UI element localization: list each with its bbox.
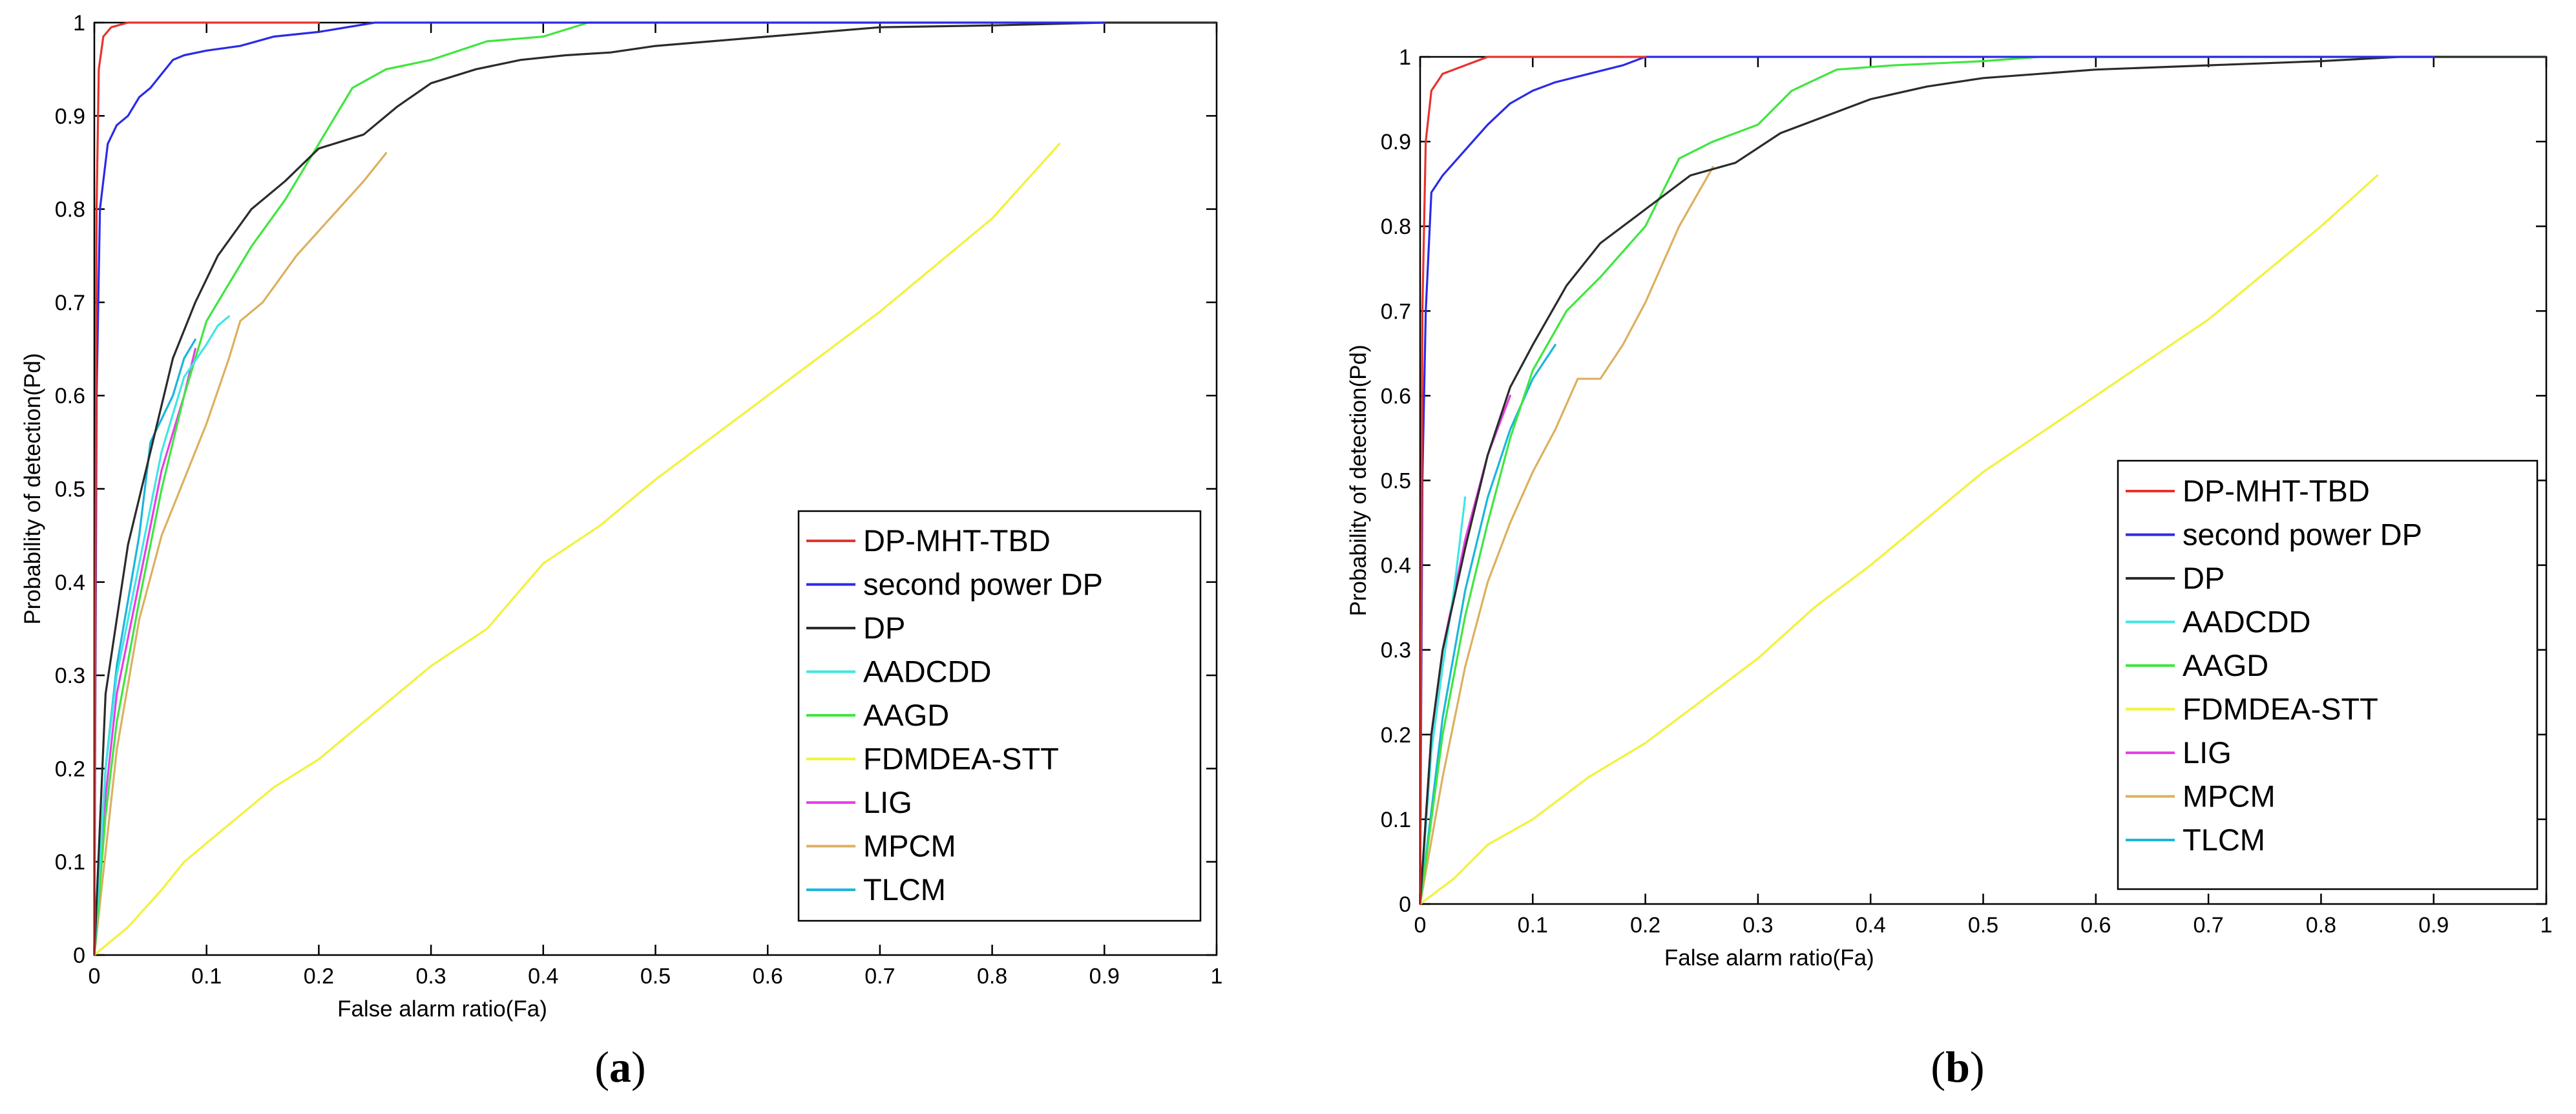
y-tick-label-b-2: 0.2	[1381, 723, 1411, 748]
x-axis-label-a: False alarm ratio(Fa)	[337, 996, 547, 1022]
series-line-b-dp	[1420, 56, 2546, 905]
legend-entry-b-4: AAGD	[2183, 648, 2268, 682]
legend-entry-b-1: second power DP	[2183, 518, 2422, 552]
series-line-b-tlcm	[1420, 344, 1556, 905]
panel-caption-b: (b)	[1931, 1042, 1985, 1091]
series-group-b	[1420, 56, 2546, 905]
x-axis-label-b: False alarm ratio(Fa)	[1664, 945, 1874, 971]
legend-entry-b-0: DP-MHT-TBD	[2183, 474, 2370, 508]
y-tick-label-b-3: 0.3	[1381, 638, 1411, 663]
legend-entry-a-7: MPCM	[863, 829, 956, 863]
x-tick-label-b-8: 0.8	[2306, 913, 2336, 938]
x-tick-label-a-3: 0.3	[415, 964, 446, 989]
x-tick-label-a-4: 0.4	[528, 964, 558, 989]
panel-caption-b-letter: b	[1945, 1042, 1970, 1091]
x-tick-label-b-5: 0.5	[1968, 913, 1998, 938]
panel-caption-a: (a)	[594, 1042, 646, 1091]
y-tick-label-a-1: 0.1	[55, 850, 85, 875]
legend-entry-b-6: LIG	[2183, 735, 2232, 770]
x-tick-label-b-3: 0.3	[1743, 913, 1773, 938]
series-line-a-dp	[94, 21, 1217, 956]
y-tick-label-b-9: 0.9	[1381, 130, 1411, 154]
panel-caption-a-letter: a	[609, 1042, 631, 1091]
legend-entry-b-3: AADCDD	[2183, 605, 2310, 639]
y-tick-label-a-6: 0.6	[55, 384, 85, 408]
y-tick-label-b-4: 0.4	[1381, 554, 1411, 578]
x-tick-label-a-2: 0.2	[304, 964, 334, 989]
legend-entry-a-6: LIG	[863, 785, 912, 819]
x-tick-label-a-1: 0.1	[191, 964, 222, 989]
series-line-a-second-power-dp	[94, 21, 1105, 956]
x-tick-label-b-7: 0.7	[2193, 913, 2223, 938]
y-tick-label-a-0: 0	[73, 943, 85, 968]
series-line-b-dp-mht-tbd	[1420, 56, 1647, 905]
series-line-b-aagd	[1420, 56, 2546, 905]
y-tick-label-a-7: 0.7	[55, 291, 85, 315]
y-tick-label-a-8: 0.8	[55, 198, 85, 222]
y-tick-label-b-7: 0.7	[1381, 299, 1411, 324]
x-tick-label-b-0: 0	[1414, 913, 1427, 938]
series-line-b-fdmdea-stt	[1420, 174, 2379, 905]
series-line-a-dp-mht-tbd	[94, 21, 320, 956]
series-line-a-mpcm	[94, 152, 388, 956]
x-tick-label-b-2: 0.2	[1630, 913, 1660, 938]
series-line-b-second-power-dp	[1420, 56, 2435, 905]
y-axis-label-b: Probability of detection(Pd)	[1346, 344, 1371, 616]
series-group-a	[94, 21, 1217, 956]
x-tick-label-a-8: 0.8	[977, 964, 1007, 989]
legend-entry-a-5: FDMDEA-STT	[863, 742, 1059, 776]
x-tick-label-a-0: 0	[89, 964, 101, 989]
y-tick-label-b-6: 0.6	[1381, 384, 1411, 408]
x-tick-label-b-4: 0.4	[1856, 913, 1886, 938]
series-line-b-mpcm	[1420, 165, 1714, 905]
x-tick-label-b-10: 1	[2540, 913, 2553, 938]
chart-panel-b: 0 0.1 0.2 0.3 0.4 0.5 0.6 0.7 0.8 0.9 1 0 0.1 0.2 0.3 0…	[1346, 45, 2553, 971]
series-line-a-aagd	[94, 21, 1217, 956]
x-tick-label-b-9: 0.9	[2418, 913, 2449, 938]
x-tick-label-b-1: 0.1	[1518, 913, 1548, 938]
chart-panel-a: 0 0.1 0.2 0.3 0.4 0.5 0.6 0.7 0.8 0.9 1 0 0.1 0.2 0.3 0…	[20, 11, 1223, 1022]
legend-entry-a-1: second power DP	[863, 567, 1103, 602]
legend-entry-b-2: DP	[2183, 561, 2225, 595]
y-tick-label-b-5: 0.5	[1381, 469, 1411, 494]
legend-entry-a-3: AADCDD	[863, 655, 991, 689]
legend-a	[797, 510, 1202, 922]
y-tick-label-a-10: 1	[73, 11, 85, 36]
y-tick-label-b-0: 0	[1399, 892, 1411, 917]
legend-entry-b-5: FDMDEA-STT	[2183, 692, 2378, 726]
legend-entry-a-2: DP	[863, 611, 905, 645]
legend-b	[2117, 459, 2539, 890]
y-tick-label-a-2: 0.2	[55, 757, 85, 781]
x-tick-label-a-9: 0.9	[1089, 964, 1120, 989]
x-tick-label-b-6: 0.6	[2080, 913, 2111, 938]
y-tick-label-b-8: 0.8	[1381, 215, 1411, 239]
y-axis-label-a: Probability of detection(Pd)	[20, 353, 45, 624]
legend-entry-a-4: AAGD	[863, 698, 949, 732]
x-tick-label-a-6: 0.6	[753, 964, 783, 989]
y-tick-label-b-10: 1	[1399, 45, 1411, 70]
legend-entry-b-7: MPCM	[2183, 779, 2276, 814]
legend-entry-b-8: TLCM	[2183, 823, 2265, 857]
y-tick-label-a-9: 0.9	[55, 104, 85, 129]
x-tick-label-a-10: 1	[1211, 964, 1223, 989]
legend-entry-a-0: DP-MHT-TBD	[863, 523, 1051, 558]
series-line-a-aadcdd	[94, 315, 230, 956]
x-tick-label-a-5: 0.5	[640, 964, 671, 989]
y-tick-label-a-5: 0.5	[55, 478, 85, 502]
legend-entry-a-8: TLCM	[863, 872, 946, 907]
y-tick-label-a-3: 0.3	[55, 664, 85, 688]
y-tick-label-b-1: 0.1	[1381, 808, 1411, 832]
series-line-a-fdmdea-stt	[94, 143, 1061, 956]
x-tick-label-a-7: 0.7	[864, 964, 895, 989]
y-tick-label-a-4: 0.4	[55, 571, 85, 595]
